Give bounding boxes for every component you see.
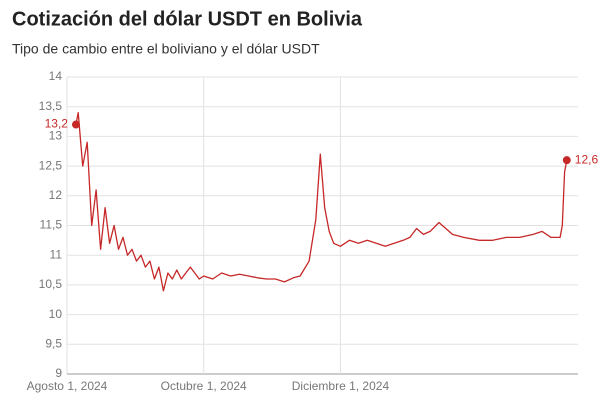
chart-subtitle: Tipo de cambio entre el boliviano y el d… bbox=[12, 41, 320, 57]
annotation-dot bbox=[562, 156, 571, 165]
x-tick-label: Agosto 1, 2024 bbox=[27, 379, 108, 393]
annotation-label: 13,2 bbox=[45, 117, 69, 131]
y-tick-label: 14 bbox=[49, 69, 63, 83]
y-tick-label: 12 bbox=[49, 188, 63, 202]
chart-title: Cotización del dólar USDT en Bolivia bbox=[12, 8, 363, 30]
line bbox=[75, 111, 568, 292]
y-tick-label: 10 bbox=[49, 307, 63, 321]
y-tick-label: 12,5 bbox=[39, 158, 63, 172]
annotation-dot bbox=[71, 120, 80, 129]
y-tick-label: 13,5 bbox=[39, 99, 63, 113]
x-tick-label: Diciembre 1, 2024 bbox=[292, 379, 390, 393]
y-tick-label: 9,5 bbox=[45, 336, 62, 350]
y-tick-label: 13 bbox=[49, 129, 63, 143]
y-tick-label: 11 bbox=[50, 247, 63, 261]
x-tick-label: Octubre 1, 2024 bbox=[161, 379, 247, 393]
y-tick-label: 10,5 bbox=[39, 277, 63, 291]
annotation-label: 12,6 bbox=[575, 152, 599, 166]
y-tick-label: 11,5 bbox=[40, 218, 63, 232]
y-tick-label: 9 bbox=[55, 366, 62, 380]
